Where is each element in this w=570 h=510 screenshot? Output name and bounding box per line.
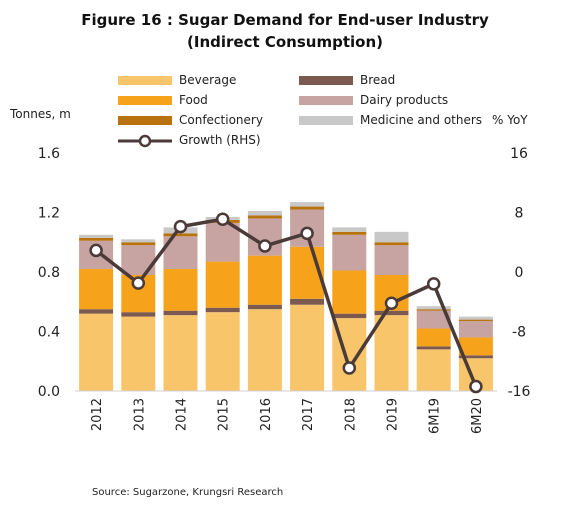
legend-label: Bread — [360, 73, 396, 87]
bar-confectionery-2019 — [374, 242, 409, 246]
bar-confectionery-2016 — [247, 215, 282, 219]
growth-point-2019 — [384, 296, 399, 310]
legend-swatch — [118, 116, 172, 125]
source-note: Source: Sugarzone, Krungsri Research — [92, 487, 284, 498]
bar-bread-2014 — [163, 310, 198, 316]
growth-point-6m19 — [426, 277, 441, 291]
bar-medicine-and-others-2012 — [79, 234, 114, 238]
bar-dairy-products-2013 — [121, 245, 156, 275]
bar-medicine-and-others-6m20 — [458, 316, 493, 320]
x-tick-label: 2017 — [301, 398, 316, 431]
bar-bread-2019 — [374, 310, 409, 316]
bar-bread-6m20 — [458, 355, 493, 359]
bar-bread-2012 — [79, 309, 114, 314]
left-axis-label: Tonnes, m — [10, 107, 71, 121]
legend-label: Growth (RHS) — [179, 133, 261, 147]
x-tick-label: 6M19 — [428, 398, 443, 434]
x-tick-label: 2019 — [386, 398, 401, 431]
bar-confectionery-2017 — [290, 206, 325, 210]
bar-food-6m20 — [458, 337, 493, 356]
bar-beverage-2013 — [121, 316, 156, 392]
bar-confectionery-6m19 — [416, 309, 451, 311]
bar-beverage-2019 — [374, 315, 409, 391]
bar-medicine-and-others-2016 — [247, 211, 282, 216]
growth-point-2015 — [215, 212, 230, 226]
bar-dairy-products-6m20 — [458, 321, 493, 338]
growth-point-2012 — [89, 243, 103, 258]
bar-bread-6m19 — [416, 346, 451, 350]
legend-swatch — [299, 96, 353, 105]
bar-medicine-and-others-6m19 — [416, 306, 451, 310]
right-axis-label: % YoY — [492, 113, 528, 127]
bar-food-2018 — [332, 270, 367, 314]
x-tick-label: 2014 — [175, 398, 190, 431]
bar-dairy-products-2018 — [332, 234, 367, 271]
growth-point-2013 — [131, 276, 146, 290]
right-axis-tick-label: 8 — [515, 206, 524, 222]
bar-bread-2013 — [121, 312, 156, 317]
bar-medicine-and-others-2013 — [121, 239, 156, 243]
bar-beverage-2016 — [247, 309, 282, 391]
right-axis-tick-label: 0 — [515, 265, 524, 281]
x-tick-label: 2015 — [217, 398, 232, 431]
bar-confectionery-6m20 — [458, 319, 493, 322]
growth-point-2016 — [258, 239, 272, 253]
bar-beverage-2017 — [290, 304, 325, 391]
legend-swatch — [299, 116, 353, 125]
chart-title: Figure 16 : Sugar Demand for End-user In… — [81, 11, 489, 29]
bar-dairy-products-2015 — [205, 222, 240, 262]
bar-medicine-and-others-2018 — [332, 227, 367, 232]
bar-medicine-and-others-2017 — [290, 202, 325, 207]
growth-line — [95, 217, 478, 388]
bar-beverage-2014 — [163, 315, 198, 391]
bar-bread-2016 — [247, 304, 282, 310]
x-tick-label: 2018 — [343, 398, 358, 431]
legend-label: Dairy products — [360, 93, 449, 107]
bar-beverage-6m19 — [416, 349, 451, 391]
growth-point-2017 — [300, 226, 314, 241]
bar-bread-2018 — [332, 313, 367, 319]
bar-medicine-and-others-2019 — [374, 231, 409, 243]
x-tick-label: 2012 — [90, 398, 105, 431]
bar-food-2014 — [163, 269, 198, 311]
right-axis-tick-label: -16 — [508, 384, 531, 400]
bar-confectionery-2018 — [332, 231, 367, 235]
right-axis-tick-label: 16 — [510, 146, 528, 162]
legend-swatch — [118, 76, 172, 85]
chart-area: 0.0 0.4 0.8 1.2 1.6 -16 -8 0 8 16 2012 2013 2014 2015… — [38, 146, 531, 434]
bar-food-2016 — [247, 255, 282, 305]
growth-point-2014 — [173, 219, 188, 234]
bar-confectionery-2013 — [121, 242, 156, 246]
legend-label: Beverage — [179, 73, 237, 87]
bar-food-2015 — [205, 261, 240, 308]
growth-point-2018 — [342, 361, 357, 375]
legend-swatch — [118, 96, 172, 105]
legend-line-swatch — [118, 134, 172, 148]
bar-bread-2015 — [205, 307, 240, 313]
x-tick-label: 6M20 — [470, 398, 485, 434]
left-axis-tick-label: 0.8 — [38, 265, 60, 281]
legend-label: Confectionery — [179, 113, 263, 127]
bar-bread-2017 — [290, 298, 325, 305]
legend-label: Food — [179, 93, 208, 107]
bar-confectionery-2014 — [163, 233, 198, 237]
growth-point-6m20 — [469, 379, 483, 394]
left-axis-tick-label: 0.4 — [38, 325, 60, 341]
bar-dairy-products-2019 — [374, 245, 409, 275]
right-axis-tick-label: -8 — [512, 325, 526, 341]
bar-food-6m19 — [416, 328, 451, 347]
bar-beverage-2015 — [205, 312, 240, 391]
bar-food-2012 — [79, 269, 114, 310]
x-tick-label: 2016 — [259, 398, 274, 431]
legend-swatch — [299, 76, 353, 85]
left-axis-tick-label: 0.0 — [38, 384, 60, 400]
left-axis-tick-label: 1.2 — [38, 206, 60, 222]
bar-dairy-products-6m19 — [416, 310, 451, 329]
chart-subtitle: (Indirect Consumption) — [187, 33, 383, 51]
left-axis-tick-label: 1.6 — [38, 146, 60, 162]
bar-beverage-2012 — [79, 313, 114, 391]
legend-label: Medicine and others — [360, 113, 483, 127]
x-tick-label: 2013 — [132, 398, 147, 431]
bar-confectionery-2012 — [79, 237, 114, 241]
